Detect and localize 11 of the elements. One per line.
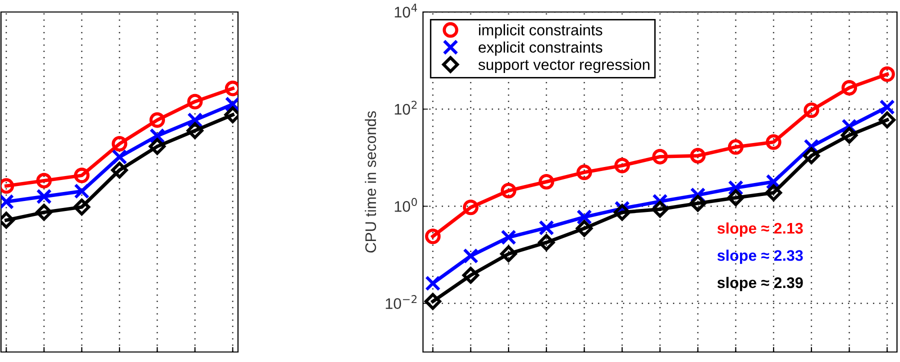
y-tick-label: 10$^{−2}$ <box>386 295 417 309</box>
y-axis-title: CPU time in seconds <box>364 111 376 253</box>
legend-label: implicit constraints <box>479 24 602 38</box>
y-tick-label: 10$^{0}$ <box>394 198 417 212</box>
legend-label: support vector regression <box>478 58 650 74</box>
legend-label: explicit constraints <box>478 42 602 56</box>
annotation: slope ≈ 2.39 <box>717 276 803 292</box>
y-tick-label: 10$^{4}$ <box>394 4 418 18</box>
annotation: slope ≈ 2.13 <box>717 222 803 237</box>
y-tick-label: 10$^{2}$ <box>394 100 417 115</box>
annotation: slope ≈ 2.33 <box>717 250 803 264</box>
